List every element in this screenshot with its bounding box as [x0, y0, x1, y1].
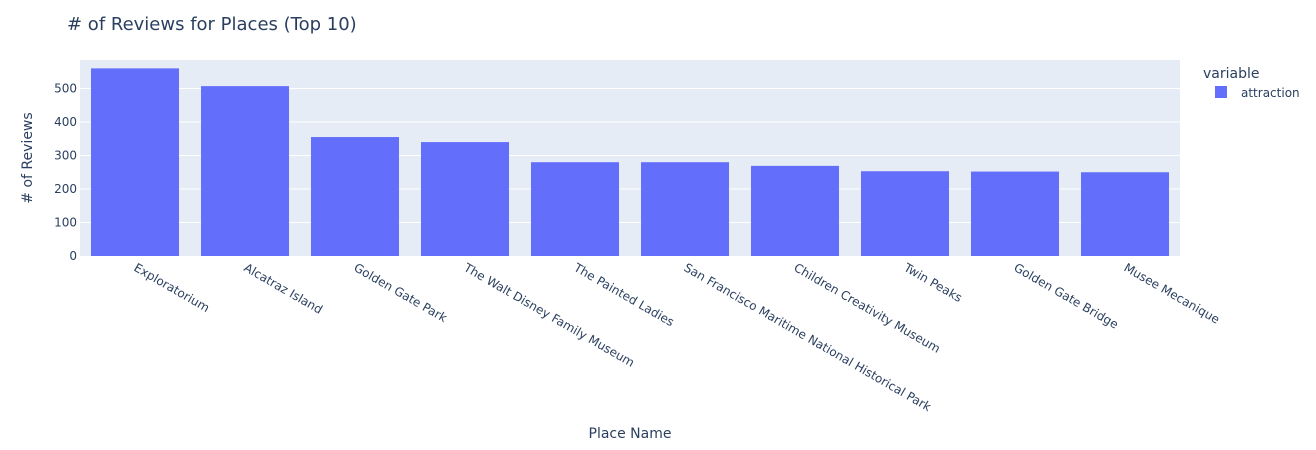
y-tick-label: 0	[69, 249, 77, 263]
x-tick-label: Twin Peaks	[901, 260, 965, 305]
y-axis-title: # of Reviews	[20, 112, 36, 203]
x-tick-label: San Francisco Maritime National Historic…	[682, 260, 934, 414]
x-axis-ticks: Exploratorium Alcatraz Island Golden Gate …	[132, 260, 1223, 414]
y-axis-ticks: 0 100 200 300 400 500	[54, 81, 77, 263]
bar[interactable]	[971, 171, 1059, 256]
y-tick-label: 100	[54, 215, 77, 229]
legend-item-attraction[interactable]: attraction	[1241, 86, 1300, 100]
x-tick-label: Exploratorium	[132, 260, 213, 315]
legend-swatch[interactable]	[1215, 86, 1227, 98]
bar[interactable]	[751, 165, 839, 256]
chart-title: # of Reviews for Places (Top 10)	[67, 14, 357, 35]
bar[interactable]	[641, 162, 729, 256]
bar[interactable]	[201, 86, 289, 256]
y-tick-label: 500	[54, 81, 77, 95]
x-tick-label: Golden Gate Park	[352, 260, 450, 325]
y-tick-label: 200	[54, 182, 77, 196]
bar[interactable]	[91, 68, 179, 256]
x-tick-label: Golden Gate Bridge	[1012, 260, 1121, 331]
legend: variable attraction	[1203, 66, 1300, 100]
x-axis-title: Place Name	[589, 426, 672, 442]
bar[interactable]	[311, 137, 399, 256]
bar[interactable]	[531, 162, 619, 256]
bar[interactable]	[421, 142, 509, 256]
bar[interactable]	[861, 171, 949, 256]
x-tick-label: The Walt Disney Family Museum	[461, 260, 637, 370]
y-tick-label: 300	[54, 148, 77, 162]
x-tick-label: Alcatraz Island	[242, 260, 325, 316]
y-tick-label: 400	[54, 115, 77, 129]
x-tick-label: Musee Mecanique	[1122, 260, 1223, 326]
x-tick-label: The Painted Ladies	[571, 260, 677, 329]
bars	[91, 68, 1169, 256]
bar[interactable]	[1081, 172, 1169, 256]
legend-title: variable	[1203, 66, 1259, 82]
